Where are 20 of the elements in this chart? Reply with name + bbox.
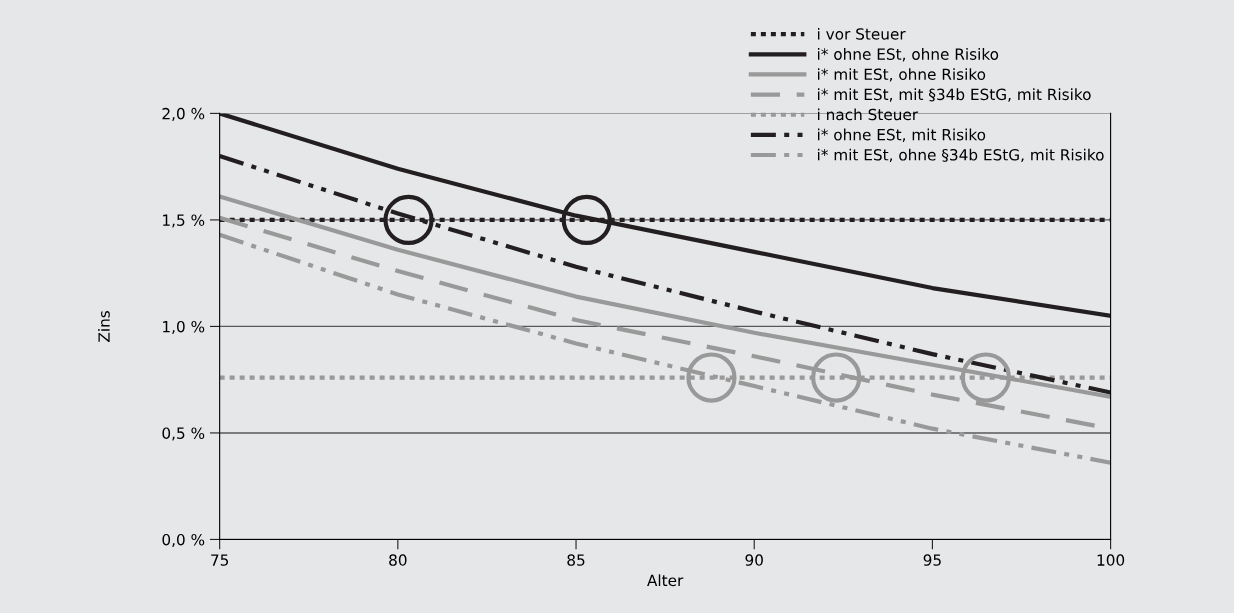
legend-label: i* mit ESt, mit §34b EStG, mit Risiko [818, 88, 1091, 102]
y-tick-label: 2,0 % [162, 107, 205, 121]
legend-label: i* ohne ESt, mit Risiko [818, 128, 986, 142]
y-tick-label: 0,0 % [162, 533, 205, 548]
legend-label: i nach Steuer [818, 108, 919, 121]
legend-label: i* ohne ESt, ohne Risiko [818, 48, 999, 62]
legend-label: i* mit ESt, ohne §34b EStG, mit Risiko [818, 148, 1104, 163]
x-tick-label: 85 [567, 554, 585, 566]
y-tick-label: 1,5 % [163, 214, 205, 228]
x-tick-label: 95 [923, 554, 941, 566]
x-tick-label: 80 [389, 554, 407, 566]
legend-label: i vor Steuer [818, 27, 906, 40]
y-tick-label: 0,5 % [162, 427, 205, 441]
x-tick-label: 90 [745, 554, 763, 566]
x-axis-title: Alter [647, 574, 684, 587]
y-axis-title: Zins [98, 310, 110, 342]
legend-label: i* mit ESt, ohne Risiko [818, 68, 986, 82]
x-tick-label: 75 [211, 554, 229, 566]
y-tick-label: 1,0 % [163, 320, 205, 334]
x-tick-label: 100 [1097, 554, 1125, 566]
